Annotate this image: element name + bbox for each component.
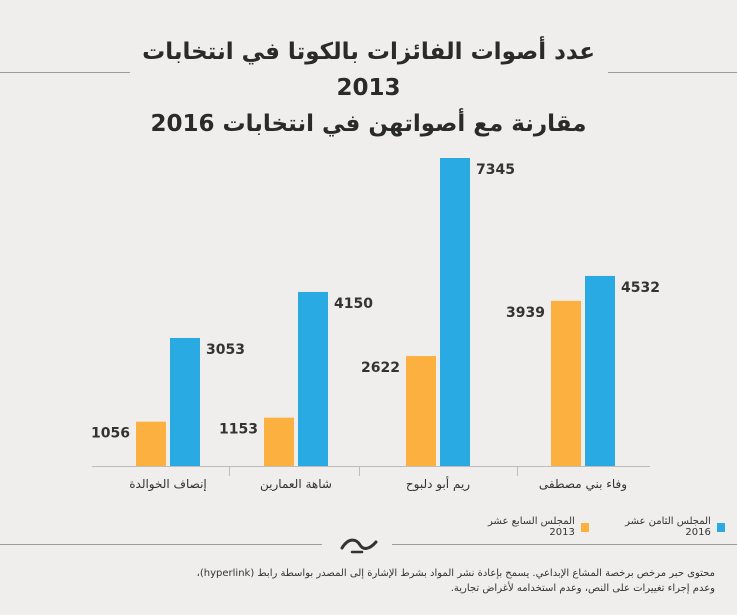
- footer-rule-right: [392, 544, 737, 545]
- bar-chart: 1056 3053 إنصاف الخوالدة 1153 4150 شاهة العما…: [91, 158, 660, 492]
- bar-s2-c2: [298, 291, 328, 466]
- legend-label-2013: المجلس السابع عشر 2013: [488, 516, 575, 538]
- data-label-s1-c3: 2622: [361, 360, 400, 376]
- data-label-s2-c4: 4532: [621, 280, 660, 296]
- data-label-s2-c2: 4150: [334, 296, 373, 312]
- chart-title-line-1: عدد أصوات الفائزات بالكوتا في انتخابات 2…: [142, 39, 595, 101]
- license-line-1: محتوى حبر مرخص برخصة المشاع الإبداعي. يس…: [196, 568, 715, 579]
- title-rule-right: [608, 72, 737, 73]
- data-label-s2-c3: 7345: [476, 162, 515, 178]
- legend-swatch-2016: [716, 522, 725, 532]
- category-label-1: إنصاف الخوالدة: [129, 477, 207, 492]
- category-label-3: ريم أبو دلبوح: [406, 476, 470, 492]
- bar-s1-c2: [264, 417, 294, 466]
- title-rule-left: [0, 72, 130, 73]
- data-label-s2-c1: 3053: [206, 342, 245, 358]
- bar-s2-c4: [585, 275, 615, 466]
- license-line-2: وعدم إجراء تغييرات على النص، وعدم استخدا…: [450, 583, 715, 594]
- legend-item-2016: المجلس الثامن عشر 2016: [607, 516, 725, 538]
- bar-s1-c3: [406, 356, 436, 466]
- bar-s1-c4: [551, 300, 581, 466]
- legend-swatch-2013: [580, 522, 589, 532]
- bar-s2-c1: [170, 337, 200, 466]
- publisher-logo: [340, 538, 378, 554]
- category-label-4: وفاء بني مصطفى: [539, 477, 627, 492]
- bar-s1-c1: [136, 421, 166, 466]
- license-text: محتوى حبر مرخص برخصة المشاع الإبداعي. يس…: [195, 566, 715, 596]
- chart-title: عدد أصوات الفائزات بالكوتا في انتخابات 2…: [120, 34, 617, 142]
- legend-label-2016: المجلس الثامن عشر 2016: [625, 516, 711, 538]
- legend-item-2013: المجلس السابع عشر 2013: [470, 516, 589, 538]
- data-label-s1-c2: 1153: [219, 422, 258, 438]
- legend: المجلس الثامن عشر 2016 المجلس السابع عشر…: [470, 516, 725, 538]
- bar-s2-c3: [440, 158, 470, 466]
- footer-rule-left: [0, 544, 322, 545]
- category-label-2: شاهة العمارين: [260, 477, 332, 492]
- data-label-s1-c4: 3939: [506, 305, 545, 321]
- chart-title-line-2: مقارنة مع أصواتهن في انتخابات 2016: [150, 111, 587, 137]
- data-label-s1-c1: 1056: [91, 426, 130, 442]
